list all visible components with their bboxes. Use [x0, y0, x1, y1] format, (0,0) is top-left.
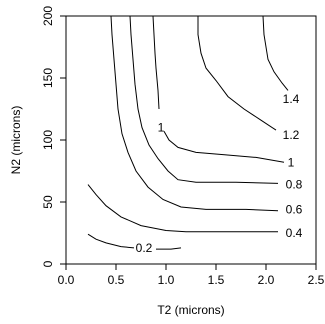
y-axis-label: N2 (microns): [9, 106, 23, 175]
contour-line: [197, 16, 277, 131]
contour-lines: [87, 15, 289, 250]
y-tick-label: 100: [41, 130, 55, 150]
x-axis-label: T2 (microns): [157, 303, 224, 317]
contour-line: [163, 131, 285, 163]
contour-line: [87, 233, 135, 249]
contour-label: 1.2: [283, 128, 300, 142]
x-tick-label: 1.5: [208, 273, 225, 287]
contour-label: 0.4: [286, 226, 303, 240]
contour-line: [156, 247, 182, 250]
x-tick-label: 2.0: [258, 273, 275, 287]
contour-line: [262, 15, 289, 91]
y-tick-label: 0: [41, 260, 55, 267]
x-tick-label: 0.5: [108, 273, 125, 287]
contour-label: 1: [158, 121, 165, 135]
contour-label: 0.6: [286, 202, 303, 216]
contour-line: [129, 15, 279, 184]
x-tick-label: 1.0: [158, 273, 175, 287]
x-axis: 0.0 0.5 1.0 1.5 2.0 2.5: [58, 264, 325, 287]
plot-frame: [65, 15, 317, 265]
contour-label: 1: [288, 155, 295, 169]
contour-line: [152, 15, 160, 110]
contour-line: [87, 184, 278, 233]
x-tick-label: 0.0: [58, 273, 75, 287]
y-axis: 0 50 100 150 200: [41, 6, 66, 267]
y-tick-label: 200: [41, 6, 55, 26]
contour-label: 0.2: [136, 241, 153, 255]
contour-line: [110, 15, 279, 212]
contour-label: 1.4: [283, 92, 300, 106]
y-tick-label: 50: [41, 195, 55, 209]
x-tick-label: 2.5: [308, 273, 325, 287]
y-tick-label: 150: [41, 68, 55, 88]
contour-labels: 0.2 0.4 0.6 0.8 1 1.2 1.4 1: [136, 92, 303, 255]
contour-label: 0.8: [286, 178, 303, 192]
